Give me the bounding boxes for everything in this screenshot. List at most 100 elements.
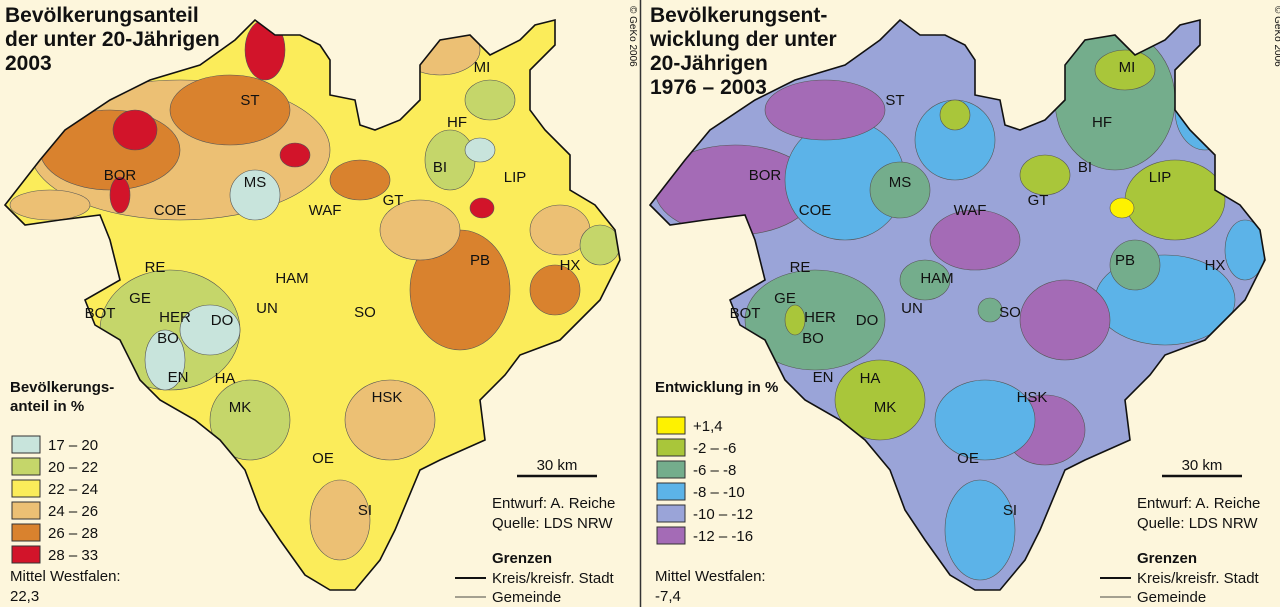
legend-label: 28 – 33 xyxy=(48,547,98,564)
title: 20-Jährigen xyxy=(650,52,768,75)
region xyxy=(1094,49,1156,91)
district-label: HSK xyxy=(372,389,403,406)
district-label: HX xyxy=(1205,257,1226,274)
region xyxy=(869,161,931,219)
district-label: RE xyxy=(145,259,166,276)
region xyxy=(764,79,886,141)
district-label: ST xyxy=(885,92,904,109)
region xyxy=(9,189,91,221)
title: 2003 xyxy=(5,52,52,75)
district-label: COE xyxy=(154,202,187,219)
legend-label: -12 – -16 xyxy=(693,528,753,545)
title: Bevölkerungsanteil xyxy=(5,4,199,27)
district-label: BOR xyxy=(749,167,782,184)
district-label: HER xyxy=(804,309,836,326)
mean-value: -7,4 xyxy=(655,588,681,605)
title: wicklung der unter xyxy=(649,28,837,51)
district-label: UN xyxy=(256,300,278,317)
legend-label: -2 – -6 xyxy=(693,440,736,457)
region xyxy=(1019,279,1111,361)
legend-label: -10 – -12 xyxy=(693,506,753,523)
region xyxy=(109,176,131,214)
mean-label: Mittel Westfalen: xyxy=(655,568,766,585)
district-label: HX xyxy=(560,257,581,274)
boundary-label: Kreis/kreisfr. Stadt xyxy=(492,570,615,587)
legend-swatch xyxy=(656,504,686,523)
legend-swatch xyxy=(11,479,41,498)
legend-label: 22 – 24 xyxy=(48,481,98,498)
region xyxy=(899,259,951,301)
region xyxy=(929,209,1021,271)
legend-title: Bevölkerungs- xyxy=(10,379,114,396)
district-label: SO xyxy=(999,304,1021,321)
title: 1976 – 2003 xyxy=(650,76,767,99)
district-label: HAM xyxy=(920,270,953,287)
credit-source: Quelle: LDS NRW xyxy=(492,515,613,532)
legend-swatch xyxy=(656,416,686,435)
mean-value: 22,3 xyxy=(10,588,39,605)
legend-swatch xyxy=(11,523,41,542)
legend-label: 20 – 22 xyxy=(48,459,98,476)
region xyxy=(1224,219,1265,281)
district-label: OE xyxy=(312,450,334,467)
district-label: OE xyxy=(957,450,979,467)
district-label: BI xyxy=(1078,159,1092,176)
district-label: GT xyxy=(1028,192,1049,209)
region xyxy=(329,159,391,201)
legend-label: +1,4 xyxy=(693,418,723,435)
copyright: © GeKo 2006 xyxy=(627,6,638,67)
region xyxy=(784,304,806,336)
district-label: ST xyxy=(240,92,259,109)
district-label: MI xyxy=(1119,59,1136,76)
scale-label: 30 km xyxy=(1182,457,1223,474)
region xyxy=(464,137,496,163)
district-label: DO xyxy=(211,312,234,329)
district-label: EN xyxy=(813,369,834,386)
district-label: COE xyxy=(799,202,832,219)
district-label: HA xyxy=(860,370,881,387)
district-label: SI xyxy=(358,502,372,519)
title: Bevölkerungsent- xyxy=(650,4,827,27)
region xyxy=(939,99,971,131)
district-label: BI xyxy=(433,159,447,176)
legend-swatch xyxy=(11,501,41,520)
boundaries-title: Grenzen xyxy=(492,550,552,567)
district-label: GT xyxy=(383,192,404,209)
district-label: SO xyxy=(354,304,376,321)
district-label: HAM xyxy=(275,270,308,287)
legend-title: anteil in % xyxy=(10,398,84,415)
district-label: EN xyxy=(168,369,189,386)
credit-author: Entwurf: A. Reiche xyxy=(492,495,615,512)
district-label: PB xyxy=(1115,252,1135,269)
boundary-label: Kreis/kreisfr. Stadt xyxy=(1137,570,1260,587)
region xyxy=(379,199,461,261)
district-label: DO xyxy=(856,312,879,329)
regions xyxy=(9,20,620,561)
district-label: RE xyxy=(790,259,811,276)
region xyxy=(229,169,281,221)
district-label: HER xyxy=(159,309,191,326)
legend-label: -8 – -10 xyxy=(693,484,745,501)
district-label: MK xyxy=(874,399,897,416)
region xyxy=(112,109,158,151)
district-label: HF xyxy=(1092,114,1112,131)
region xyxy=(309,479,371,561)
region xyxy=(209,379,291,461)
region xyxy=(1124,159,1226,241)
credit-author: Entwurf: A. Reiche xyxy=(1137,495,1260,512)
district-label: LIP xyxy=(504,169,527,186)
region xyxy=(179,304,241,356)
region xyxy=(1109,239,1161,291)
district-label: SI xyxy=(1003,502,1017,519)
region xyxy=(464,79,516,121)
district-label: GE xyxy=(129,290,151,307)
boundary-label: Gemeinde xyxy=(492,589,561,606)
copyright: © GeKo 2006 xyxy=(1272,6,1280,67)
title: der unter 20-Jährigen xyxy=(5,28,220,51)
region xyxy=(469,197,495,219)
mean-label: Mittel Westfalen: xyxy=(10,568,121,585)
district-label: LIP xyxy=(1149,169,1172,186)
scale-label: 30 km xyxy=(537,457,578,474)
region xyxy=(344,379,436,461)
